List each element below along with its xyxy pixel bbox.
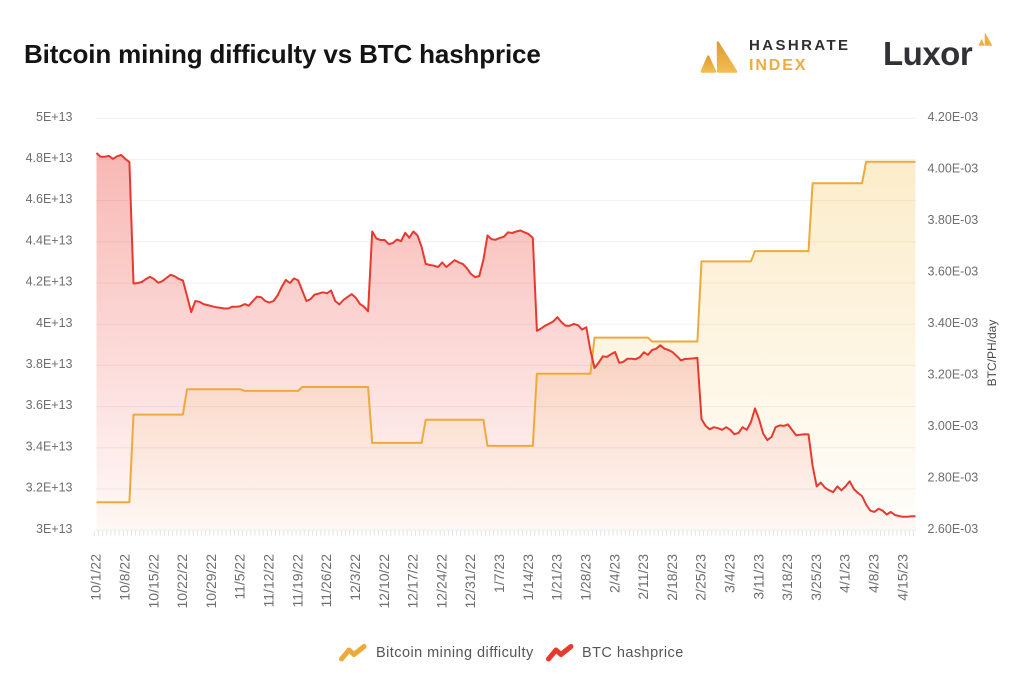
svg-text:3/11/23: 3/11/23 — [750, 554, 766, 600]
svg-text:3.20E-03: 3.20E-03 — [928, 367, 979, 381]
svg-text:3.00E-03: 3.00E-03 — [928, 419, 979, 433]
svg-text:3E+13: 3E+13 — [36, 522, 73, 536]
svg-text:4/15/23: 4/15/23 — [894, 554, 910, 601]
svg-text:12/10/22: 12/10/22 — [376, 554, 392, 609]
svg-text:2/18/23: 2/18/23 — [664, 554, 680, 601]
svg-text:2/4/23: 2/4/23 — [606, 554, 622, 593]
svg-text:4.00E-03: 4.00E-03 — [928, 161, 979, 175]
svg-text:4.2E+13: 4.2E+13 — [26, 275, 73, 289]
svg-text:12/17/22: 12/17/22 — [405, 554, 421, 609]
svg-text:3.8E+13: 3.8E+13 — [26, 357, 73, 371]
svg-text:3.60E-03: 3.60E-03 — [928, 264, 979, 278]
svg-text:1/14/23: 1/14/23 — [520, 554, 536, 601]
svg-text:3.2E+13: 3.2E+13 — [26, 481, 73, 495]
svg-text:11/19/22: 11/19/22 — [289, 554, 305, 608]
svg-text:11/12/22: 11/12/22 — [261, 554, 277, 608]
svg-text:4.8E+13: 4.8E+13 — [26, 151, 73, 165]
svg-text:4.6E+13: 4.6E+13 — [26, 192, 73, 206]
svg-text:3.4E+13: 3.4E+13 — [26, 439, 73, 453]
svg-text:11/26/22: 11/26/22 — [318, 554, 334, 608]
svg-text:4.4E+13: 4.4E+13 — [26, 233, 73, 247]
svg-text:1/7/23: 1/7/23 — [491, 554, 507, 593]
svg-text:3/18/23: 3/18/23 — [779, 554, 795, 601]
svg-text:10/1/22: 10/1/22 — [88, 554, 104, 601]
svg-text:10/22/22: 10/22/22 — [174, 554, 190, 609]
svg-text:12/31/22: 12/31/22 — [462, 554, 478, 609]
svg-text:3/25/23: 3/25/23 — [808, 554, 824, 601]
svg-text:4/1/23: 4/1/23 — [837, 554, 853, 593]
svg-text:10/15/22: 10/15/22 — [145, 554, 161, 609]
svg-text:4.20E-03: 4.20E-03 — [928, 110, 979, 124]
svg-text:2.80E-03: 2.80E-03 — [928, 470, 979, 484]
svg-text:1/21/23: 1/21/23 — [549, 554, 565, 601]
svg-text:3/4/23: 3/4/23 — [722, 554, 738, 593]
svg-text:2.60E-03: 2.60E-03 — [928, 522, 979, 536]
svg-text:1/28/23: 1/28/23 — [578, 554, 594, 601]
svg-text:3.6E+13: 3.6E+13 — [26, 398, 73, 412]
svg-text:2/25/23: 2/25/23 — [693, 554, 709, 601]
svg-text:10/29/22: 10/29/22 — [203, 554, 219, 609]
svg-text:BTC/PH/day: BTC/PH/day — [985, 320, 999, 387]
svg-text:12/3/22: 12/3/22 — [347, 554, 363, 601]
svg-text:5E+13: 5E+13 — [36, 110, 73, 124]
svg-text:12/24/22: 12/24/22 — [433, 554, 449, 609]
svg-text:3.80E-03: 3.80E-03 — [928, 213, 979, 227]
svg-text:2/11/23: 2/11/23 — [635, 554, 651, 600]
svg-text:4E+13: 4E+13 — [36, 316, 73, 330]
svg-text:11/5/22: 11/5/22 — [232, 554, 248, 600]
svg-text:3.40E-03: 3.40E-03 — [928, 316, 979, 330]
svg-text:4/8/23: 4/8/23 — [866, 554, 882, 593]
svg-text:10/8/22: 10/8/22 — [117, 554, 133, 601]
